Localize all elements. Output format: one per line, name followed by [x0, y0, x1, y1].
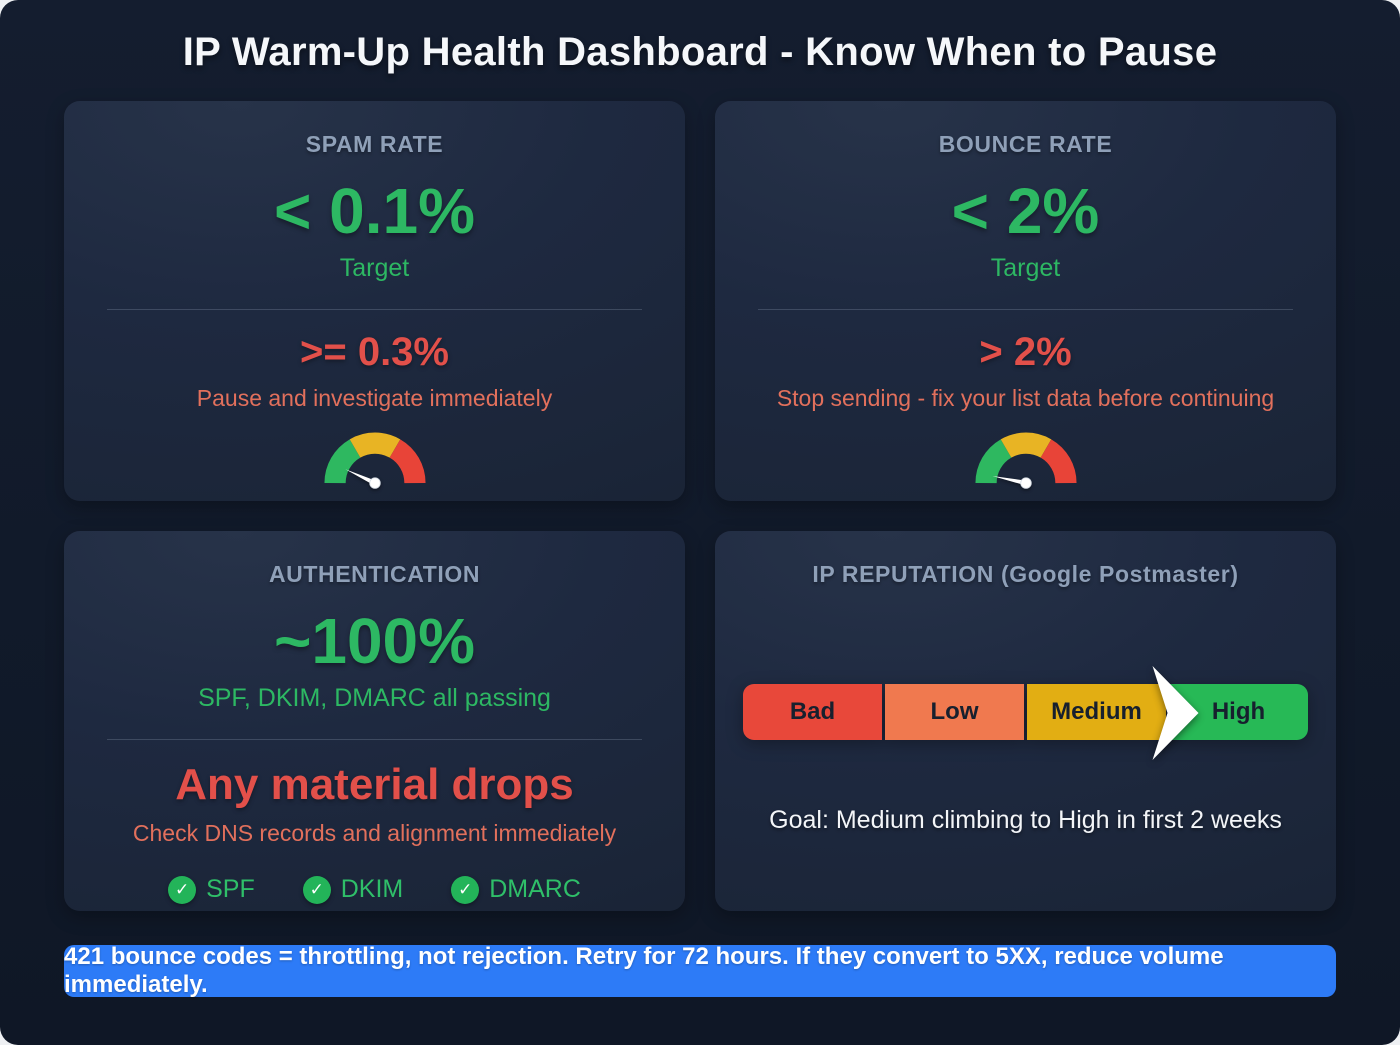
- check-item-dmarc: ✓ DMARC: [451, 875, 581, 904]
- authentication-danger-value: Any material drops: [175, 760, 574, 809]
- spam-rate-danger-label: Pause and investigate immediately: [196, 385, 553, 411]
- spam-rate-card: SPAM RATE < 0.1% Target >= 0.3% Pause an…: [64, 101, 685, 501]
- bounce-rate-target-label: Target: [990, 254, 1061, 282]
- bounce-rate-card: BOUNCE RATE < 2% Target > 2% Stop sendin…: [715, 101, 1336, 501]
- divider: [107, 739, 642, 740]
- reputation-goal-text: Goal: Medium climbing to High in first 2…: [769, 806, 1282, 834]
- check-label: SPF: [206, 875, 255, 903]
- reputation-segment-medium: Medium: [1027, 684, 1166, 740]
- reputation-bar-wrap: Bad Low Medium High: [715, 666, 1336, 760]
- check-item-spf: ✓ SPF: [168, 875, 255, 904]
- spam-rate-target-value: < 0.1%: [273, 175, 476, 247]
- bounce-rate-gauge-icon: [974, 432, 1077, 489]
- checkmark-icon: ✓: [451, 875, 480, 904]
- segment-label: High: [1211, 698, 1266, 725]
- spam-rate-header: SPAM RATE: [305, 131, 444, 157]
- authentication-danger-label: Check DNS records and alignment immediat…: [132, 820, 617, 846]
- check-label: DMARC: [489, 875, 581, 903]
- spam-rate-danger-value: >= 0.3%: [299, 330, 449, 374]
- reputation-segment-bad: Bad: [743, 684, 882, 740]
- auth-checks-row: ✓ SPF ✓ DKIM ✓ DMARC: [168, 875, 581, 904]
- progress-arrow-icon: [1152, 666, 1199, 760]
- spam-rate-target-label: Target: [339, 254, 410, 282]
- bounce-rate-target-value: < 2%: [951, 175, 1100, 247]
- divider: [107, 309, 642, 310]
- check-label: DKIM: [340, 875, 404, 903]
- authentication-target-label: SPF, DKIM, DMARC all passing: [198, 684, 551, 712]
- checkmark-icon: ✓: [168, 875, 197, 904]
- divider: [758, 309, 1293, 310]
- info-banner: 421 bounce codes = throttling, not rejec…: [64, 943, 1336, 998]
- reputation-segment-low: Low: [885, 684, 1024, 740]
- ip-reputation-header: IP REPUTATION (Google Postmaster): [812, 561, 1239, 587]
- reputation-bar: Bad Low Medium High: [743, 684, 1308, 740]
- gauge-needle-icon: [991, 475, 1032, 489]
- page-title: IP Warm-Up Health Dashboard - Know When …: [182, 30, 1218, 74]
- authentication-target-value: ~100%: [273, 605, 476, 677]
- cards-grid: SPAM RATE < 0.1% Target >= 0.3% Pause an…: [64, 101, 1336, 911]
- authentication-header: AUTHENTICATION: [268, 561, 481, 587]
- bounce-rate-danger-value: > 2%: [979, 330, 1072, 374]
- authentication-card: AUTHENTICATION ~100% SPF, DKIM, DMARC al…: [64, 531, 685, 911]
- bounce-rate-header: BOUNCE RATE: [938, 131, 1113, 157]
- segment-label: Bad: [789, 698, 836, 725]
- segment-label: Medium: [1051, 698, 1142, 725]
- checkmark-icon: ✓: [302, 875, 331, 904]
- gauge-needle-icon: [344, 469, 381, 489]
- segment-label: Low: [930, 698, 979, 725]
- spam-rate-gauge-icon: [323, 432, 426, 489]
- bounce-rate-danger-label: Stop sending - fix your list data before…: [776, 385, 1275, 411]
- ip-reputation-card: IP REPUTATION (Google Postmaster) Bad Lo…: [715, 531, 1336, 911]
- check-item-dkim: ✓ DKIM: [302, 875, 404, 904]
